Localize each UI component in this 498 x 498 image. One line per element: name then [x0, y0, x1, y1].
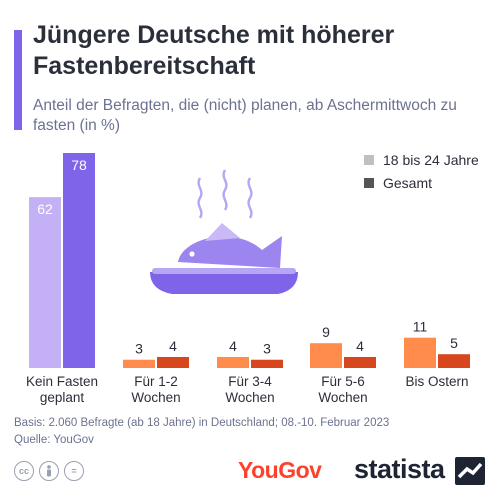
basis-text: Basis: 2.060 Befragte (ab 18 Jahre) in D… — [14, 417, 390, 429]
fish-on-plate-icon — [150, 169, 298, 294]
category-label-0: geplant — [40, 390, 85, 405]
bar-young-0 — [29, 197, 61, 368]
bar-total-3 — [344, 356, 376, 368]
legend-label-young: 18 bis 24 Jahre — [383, 151, 479, 168]
category-label-2: Für 3-4 — [228, 374, 272, 389]
legend-label-total: Gesamt — [383, 174, 433, 191]
value-label-young-2: 4 — [229, 338, 237, 354]
value-label-young-1: 3 — [135, 341, 143, 357]
legend: 18 bis 24 Jahre Gesamt — [364, 148, 479, 194]
category-label-3: Für 5-6 — [321, 374, 365, 389]
statista-logo[interactable]: statista — [354, 454, 445, 484]
value-label-young-0: 62 — [37, 201, 53, 217]
cc-icon[interactable]: cc — [14, 461, 34, 481]
person-icon — [47, 465, 51, 477]
no-derivatives-icon[interactable]: = — [64, 461, 84, 481]
legend-item-young: 18 bis 24 Jahre — [364, 148, 479, 171]
attribution-icon[interactable] — [39, 461, 59, 481]
bar-young-4 — [404, 337, 436, 368]
legend-item-total: Gesamt — [364, 171, 479, 194]
bar-total-0 — [63, 153, 95, 368]
bar-young-3 — [310, 343, 342, 368]
license-icons: cc = — [14, 461, 84, 481]
value-label-total-4: 5 — [450, 335, 458, 351]
value-label-total-1: 4 — [169, 338, 177, 354]
bar-young-2 — [217, 356, 249, 368]
category-label-4: Bis Ostern — [405, 374, 468, 389]
value-label-young-3: 9 — [322, 324, 330, 340]
category-label-2: Wochen — [225, 390, 274, 405]
title-accent-bar — [14, 30, 22, 130]
bar-total-4 — [438, 354, 470, 368]
category-label-1: Wochen — [131, 390, 180, 405]
category-label-3: Wochen — [318, 390, 367, 405]
value-label-total-0: 78 — [71, 157, 87, 173]
value-label-young-4: 11 — [413, 319, 428, 335]
statista-mark-icon — [455, 457, 485, 485]
value-label-total-2: 3 — [263, 341, 271, 357]
yougov-logo[interactable]: YouGov — [238, 457, 322, 483]
chart-title: Jüngere Deutsche mit höherer Fastenberei… — [33, 21, 395, 80]
bar-total-2 — [251, 359, 283, 368]
bar-total-1 — [157, 356, 189, 368]
category-label-0: Kein Fasten — [26, 374, 98, 389]
source-note: Basis: 2.060 Befragte (ab 18 Jahre) in D… — [14, 415, 494, 449]
bar-young-1 — [123, 359, 155, 368]
chart-subtitle: Anteil der Befragten, die (nicht) planen… — [33, 97, 457, 134]
legend-swatch-total — [364, 177, 374, 188]
category-label-1: Für 1-2 — [134, 374, 178, 389]
quelle-text: Quelle: YouGov — [14, 434, 94, 446]
value-label-total-3: 4 — [356, 338, 364, 354]
legend-swatch-young — [364, 154, 374, 165]
